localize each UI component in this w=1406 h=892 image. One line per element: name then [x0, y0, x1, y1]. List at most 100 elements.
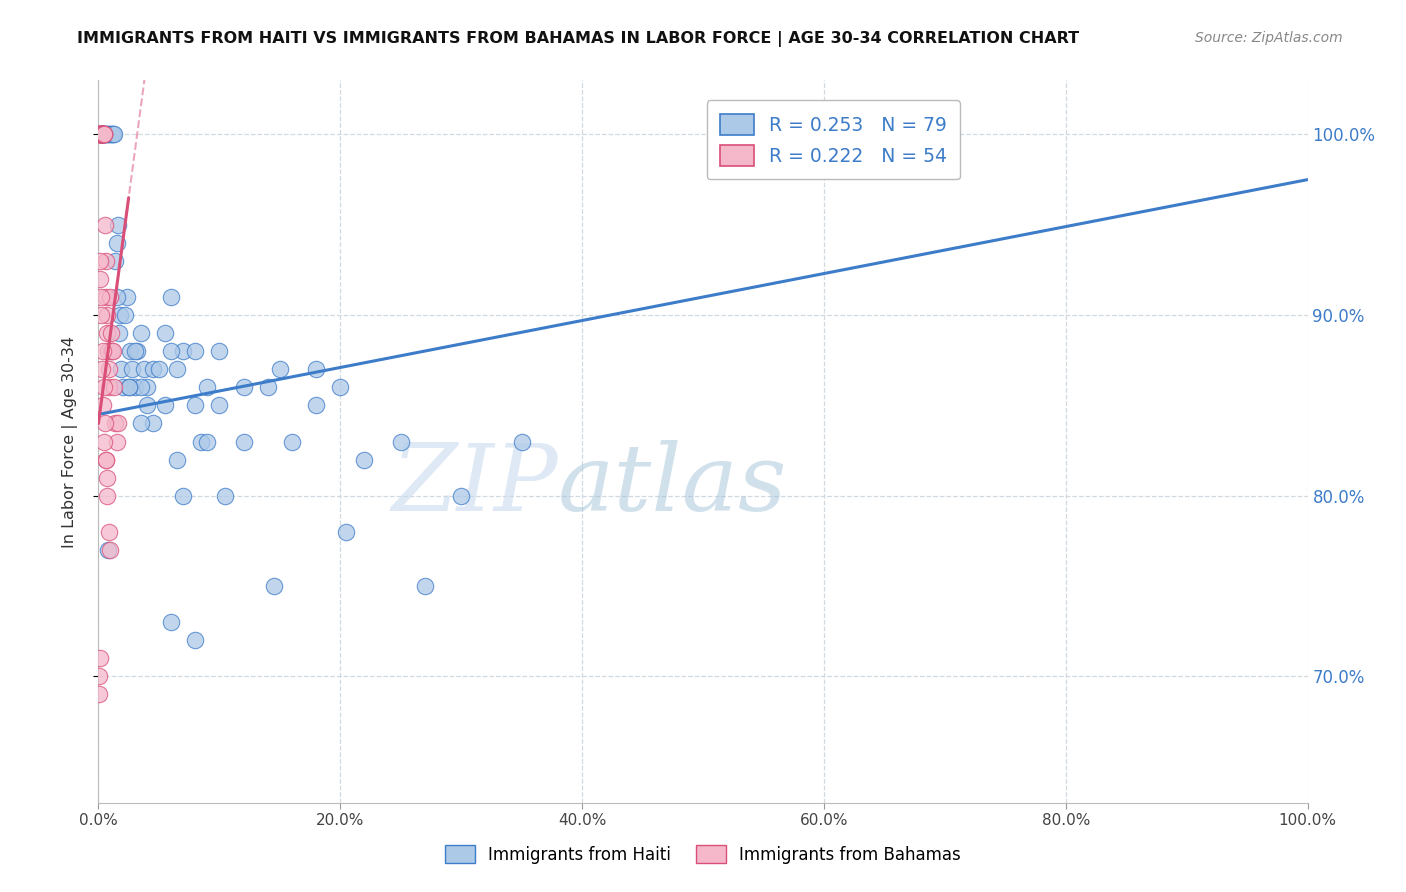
Point: [108, 308, 131, 322]
Point: [91, 128, 114, 142]
Point: [89, 128, 111, 142]
Point: [93, 434, 115, 449]
Point: [90, 128, 112, 142]
Point: [98, 128, 121, 142]
Point: [90, 128, 112, 142]
Text: Source: ZipAtlas.com: Source: ZipAtlas.com: [1195, 31, 1343, 45]
Point: [87, 128, 110, 142]
Point: [90, 128, 112, 142]
Point: [90, 290, 112, 304]
Point: [90, 128, 112, 142]
Point: [184, 344, 207, 359]
Point: [160, 290, 183, 304]
Point: [96, 489, 118, 503]
Point: [97, 362, 120, 376]
Point: [111, 380, 134, 394]
Point: [91, 398, 114, 412]
Point: [232, 380, 254, 394]
Point: [94, 452, 117, 467]
Point: [208, 398, 231, 412]
Point: [93, 380, 115, 394]
Point: [153, 398, 176, 412]
Point: [353, 452, 375, 467]
Point: [100, 344, 122, 359]
Point: [107, 218, 129, 232]
Point: [134, 362, 156, 376]
Point: [135, 380, 157, 394]
Point: [93, 128, 115, 142]
Point: [89, 254, 111, 268]
Point: [96, 128, 118, 142]
Point: [263, 579, 285, 593]
Point: [129, 417, 152, 431]
Point: [101, 344, 124, 359]
Point: [91, 128, 114, 142]
Point: [94, 128, 117, 142]
Point: [160, 344, 183, 359]
Point: [91, 128, 114, 142]
Point: [127, 344, 149, 359]
Point: [89, 687, 111, 701]
Point: [91, 128, 114, 142]
Point: [90, 308, 112, 322]
Point: [118, 344, 141, 359]
Point: [190, 434, 212, 449]
Point: [129, 380, 152, 394]
Point: [142, 417, 165, 431]
Point: [93, 128, 115, 142]
Point: [107, 417, 129, 431]
Point: [160, 615, 183, 630]
Point: [172, 344, 194, 359]
Point: [91, 128, 114, 142]
Text: IMMIGRANTS FROM HAITI VS IMMIGRANTS FROM BAHAMAS IN LABOR FORCE | AGE 30-34 CORR: IMMIGRANTS FROM HAITI VS IMMIGRANTS FROM…: [77, 31, 1080, 47]
Point: [94, 218, 117, 232]
Point: [110, 362, 132, 376]
Point: [195, 380, 218, 394]
Point: [153, 326, 176, 341]
Point: [103, 380, 125, 394]
Point: [510, 434, 533, 449]
Point: [329, 380, 352, 394]
Point: [93, 128, 115, 142]
Point: [413, 579, 436, 593]
Point: [114, 308, 136, 322]
Point: [93, 128, 115, 142]
Point: [89, 272, 111, 286]
Point: [142, 362, 165, 376]
Point: [184, 398, 207, 412]
Point: [100, 344, 122, 359]
Point: [89, 128, 111, 142]
Point: [195, 434, 218, 449]
Point: [256, 380, 278, 394]
Point: [96, 326, 118, 341]
Text: ZIP: ZIP: [391, 440, 558, 530]
Point: [89, 128, 111, 142]
Point: [232, 434, 254, 449]
Point: [94, 254, 117, 268]
Point: [103, 128, 125, 142]
Point: [89, 651, 111, 665]
Point: [96, 452, 118, 467]
Point: [91, 362, 114, 376]
Point: [96, 470, 118, 484]
Point: [450, 489, 472, 503]
Point: [208, 344, 231, 359]
Point: [184, 633, 207, 648]
Point: [100, 326, 122, 341]
Point: [93, 128, 115, 142]
Point: [93, 128, 115, 142]
Point: [108, 326, 131, 341]
Point: [90, 128, 112, 142]
Point: [166, 362, 188, 376]
Point: [105, 290, 128, 304]
Point: [214, 489, 236, 503]
Point: [281, 434, 304, 449]
Point: [100, 128, 122, 142]
Point: [118, 380, 141, 394]
Point: [129, 326, 152, 341]
Point: [96, 308, 118, 322]
Point: [101, 128, 124, 142]
Point: [89, 128, 111, 142]
Point: [96, 290, 118, 304]
Point: [98, 543, 121, 558]
